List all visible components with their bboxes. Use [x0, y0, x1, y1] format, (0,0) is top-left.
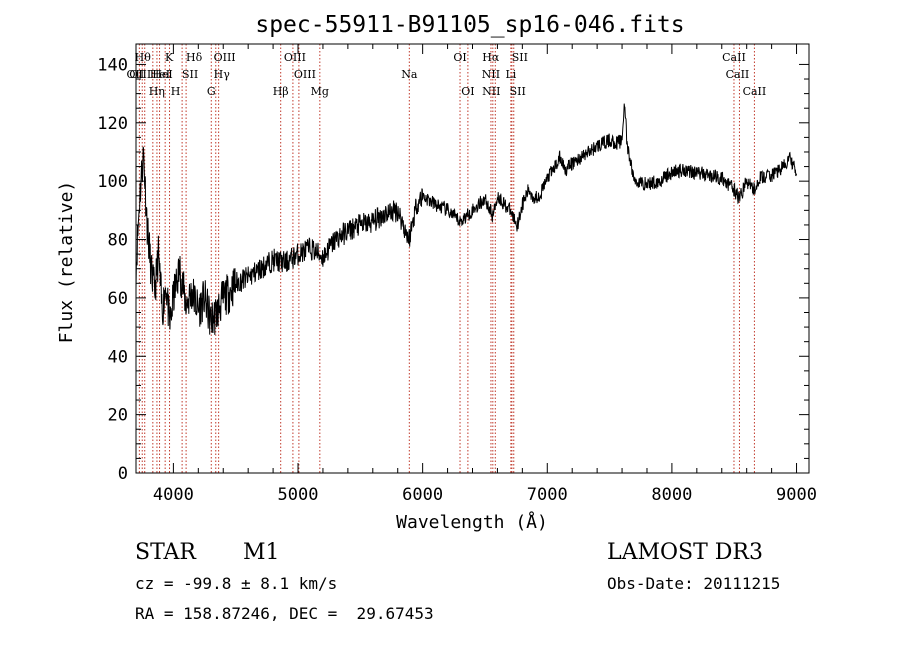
- coordinates-text: RA = 158.87246, DEC = 29.67453: [135, 604, 434, 623]
- x-tick-label: 6000: [402, 485, 443, 505]
- plot-frame: [135, 43, 810, 474]
- x-tick-label: 7000: [527, 485, 568, 505]
- line-label: OII: [127, 68, 145, 81]
- line-label: OIII: [129, 68, 151, 81]
- line-label: Hθ: [135, 51, 152, 64]
- line-label: Li: [505, 68, 516, 81]
- line-label: OIII: [214, 51, 236, 64]
- line-label: HeI: [150, 68, 170, 81]
- x-tick-label: 4000: [153, 485, 194, 505]
- object-class: STAR: [135, 540, 196, 565]
- reference-lines: [138, 44, 755, 473]
- y-tick-label: 140: [97, 55, 128, 75]
- line-label: OIII: [294, 68, 316, 81]
- line-label: OI: [453, 51, 466, 64]
- line-label: Hα: [482, 51, 500, 64]
- line-label: Hη: [149, 85, 165, 98]
- obs-date-text: Obs-Date: 20111215: [607, 574, 781, 593]
- spectrum-line: [135, 103, 797, 335]
- y-tick-label: 0: [118, 464, 128, 484]
- y-tick-label: 80: [108, 231, 128, 251]
- line-label: NII: [482, 68, 500, 81]
- axes: 4000 5000 6000 7000 8000 9000 0 20 40 60 80 100 120 1…: [97, 43, 817, 505]
- spectrum-chart: spec-55911-B91105_sp16-046.fits 4000 5000…: [56, 12, 817, 533]
- line-label: CaII: [743, 85, 767, 98]
- line-label: SII: [512, 51, 528, 64]
- spectrum-series: [135, 103, 797, 335]
- line-label: CaII: [722, 51, 746, 64]
- line-label: Na: [401, 68, 418, 81]
- x-axis-label: Wavelength (Å): [396, 511, 548, 533]
- y-tick-label: 60: [108, 289, 128, 309]
- line-label: G: [207, 85, 216, 98]
- line-label: Hγ: [214, 68, 231, 81]
- line-label: SII: [182, 68, 198, 81]
- line-label: NII: [482, 85, 500, 98]
- y-axis-label: Flux (relative): [56, 181, 77, 344]
- line-label: Hδ: [186, 51, 203, 64]
- y-tick-label: 100: [97, 172, 128, 192]
- x-tick-label: 8000: [651, 485, 692, 505]
- redshift-text: cz = -99.8 ± 8.1 km/s: [135, 574, 338, 593]
- survey-label: LAMOST DR3: [607, 540, 763, 565]
- x-tick-label: 5000: [278, 485, 319, 505]
- x-tick-label: 9000: [776, 485, 817, 505]
- line-label: SII: [510, 85, 526, 98]
- line-label: H: [171, 85, 181, 98]
- line-label: Hβ: [273, 85, 289, 98]
- y-tick-label: 40: [108, 347, 128, 367]
- line-label: OIII: [284, 51, 306, 64]
- line-label: CaII: [726, 68, 750, 81]
- chart-title: spec-55911-B91105_sp16-046.fits: [255, 12, 684, 38]
- line-label: HeI: [152, 68, 172, 81]
- object-subclass: M1: [243, 540, 280, 565]
- line-label: Mg: [311, 85, 329, 98]
- y-tick-label: 120: [97, 114, 128, 134]
- line-label: K: [165, 51, 174, 64]
- line-labels: OIIOIIIHθHηHeIHeIKHSIIHδGHγOIIIHβOIIIOII…: [127, 51, 767, 98]
- y-tick-label: 20: [108, 406, 128, 426]
- line-label: OI: [461, 85, 474, 98]
